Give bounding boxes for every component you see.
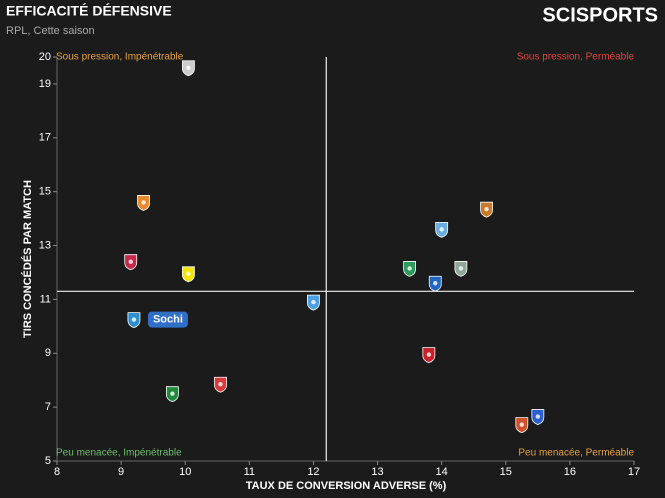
x-tick-label: 12 — [307, 466, 319, 478]
y-tick-label: 7 — [45, 401, 51, 413]
logo-detail — [186, 271, 191, 277]
logo-detail — [141, 200, 146, 205]
logo-detail — [484, 206, 489, 212]
x-tick-label: 15 — [500, 466, 512, 478]
y-tick-label: 20 — [39, 51, 51, 63]
x-tick-label: 11 — [244, 466, 255, 478]
quadrant-label: Sous pression, Perméable — [517, 52, 635, 63]
x-axis-label: TAUX DE CONVERSION ADVERSE (%) — [246, 480, 447, 492]
logo-detail — [433, 281, 438, 286]
brand-logo: SCISPORTS — [542, 4, 658, 26]
y-tick-label: 15 — [39, 186, 51, 198]
logo-detail — [439, 227, 444, 232]
y-tick-label: 19 — [39, 78, 51, 90]
highlight-badge — [147, 311, 188, 328]
logo-detail — [186, 65, 191, 70]
logo-detail — [311, 299, 316, 305]
logo-detail — [458, 266, 464, 271]
chart-title: EFFICACITÉ DÉFENSIVE — [6, 3, 172, 19]
x-tick-label: 14 — [436, 466, 448, 478]
y-tick-label: 13 — [39, 239, 51, 251]
logo-detail — [128, 259, 133, 264]
y-axis-label: TIRS CONCÉDÉS PAR MATCH — [21, 180, 34, 338]
x-tick-label: 8 — [54, 466, 60, 478]
highlight-label: Sochi — [153, 314, 183, 326]
quadrant-label: Peu menacée, Impénétrable — [56, 448, 182, 459]
y-tick-label: 17 — [39, 132, 51, 144]
logo-detail — [131, 317, 137, 322]
logo-detail — [535, 414, 541, 419]
x-tick-label: 10 — [179, 466, 191, 478]
y-tick-label: 9 — [45, 347, 51, 359]
quadrant-label: Sous pression, Impénétrable — [56, 52, 184, 63]
x-tick-label: 9 — [118, 466, 124, 478]
chart-subtitle: RPL, Cette saison — [6, 25, 95, 37]
logo-detail — [218, 382, 223, 387]
x-tick-label: 16 — [564, 466, 576, 478]
logo-detail — [426, 352, 432, 357]
logo-detail — [170, 391, 175, 396]
y-tick-label: 5 — [45, 455, 51, 467]
quadrant-label: Peu menacée, Perméable — [518, 448, 634, 459]
logo-detail — [519, 422, 525, 427]
x-tick-label: 13 — [371, 466, 383, 478]
y-tick-label: 11 — [40, 293, 51, 305]
logo-detail — [407, 266, 412, 271]
x-tick-label: 17 — [628, 466, 640, 478]
